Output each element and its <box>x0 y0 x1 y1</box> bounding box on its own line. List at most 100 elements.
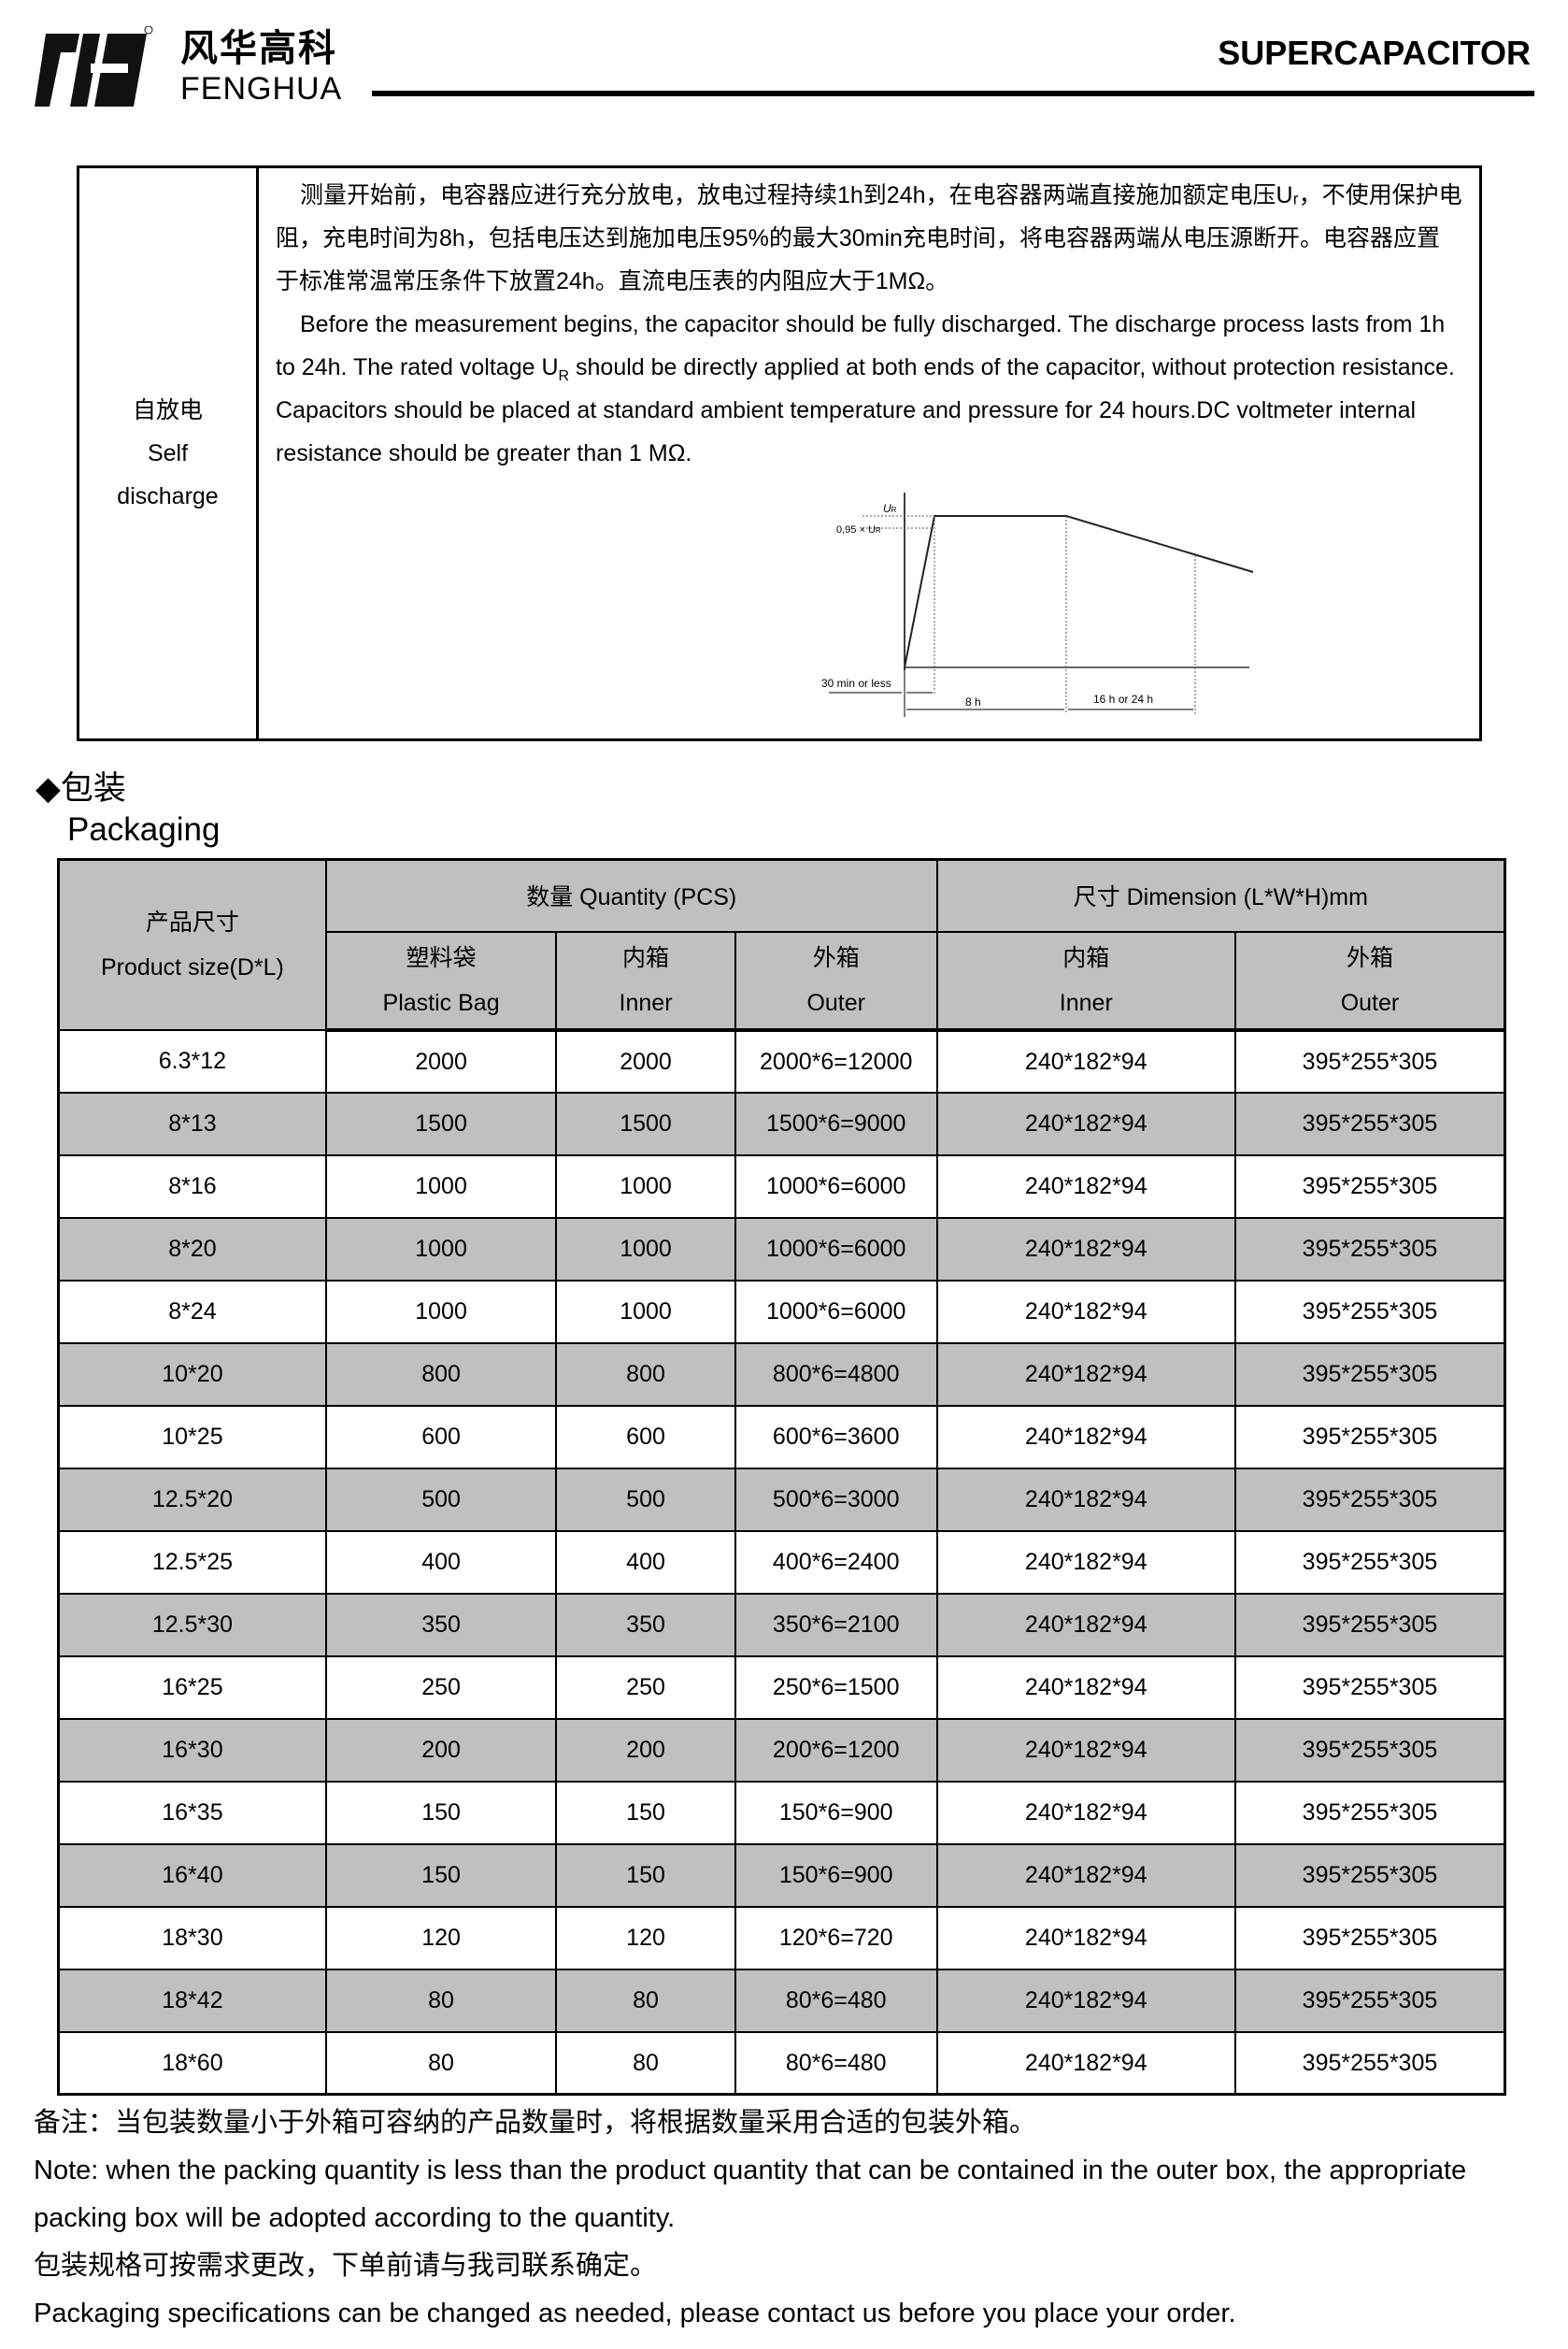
table-row: 18*42 80 80 80*6=480 240*182*94 395*255*305 <box>57 1968 1506 2033</box>
table-cell: 240*182*94 <box>935 2030 1236 2096</box>
self-discharge-description: 测量开始前，电容器应进行充分放电，放电过程持续1h到24h，在电容器两端直接施加… <box>259 168 1479 738</box>
table-cell: 240*182*94 <box>935 1780 1236 1845</box>
table-cell: 395*255*305 <box>1233 1279 1506 1344</box>
table-cell: 600*6=3600 <box>734 1404 938 1469</box>
table-row: 18*60 80 80 80*6=480 240*182*94 395*255*305 <box>57 2030 1506 2096</box>
table-cell: 80*6=480 <box>734 1968 938 2033</box>
table-cell: 2000*6=12000 <box>734 1028 938 1094</box>
table-cell: 800 <box>324 1341 558 1407</box>
self-discharge-table: 自放电 Self discharge 测量开始前，电容器应进行充分放电，放电过程… <box>77 165 1482 741</box>
table-cell: 240*182*94 <box>935 1279 1236 1344</box>
packaging-heading-en: Packaging <box>67 811 221 848</box>
table-cell: 1000 <box>324 1279 558 1344</box>
table-row: 18*30 120 120 120*6=720 240*182*94 395*255*30… <box>57 1905 1506 1970</box>
table-cell: 395*255*305 <box>1233 1968 1506 2033</box>
table-cell: 1000*6=6000 <box>734 1279 938 1344</box>
table-cell: 395*255*305 <box>1233 1216 1506 1282</box>
header-dimension: 尺寸 Dimension (L*W*H)mm <box>935 858 1506 933</box>
header-product-size: 产品尺寸 Product size(D*L) <box>57 858 327 1031</box>
table-cell: 18*30 <box>57 1905 327 1970</box>
spec-note-en: Packaging specifications can be changed … <box>34 2299 1236 2328</box>
table-cell: 80*6=480 <box>734 2030 938 2096</box>
table-cell: 1500 <box>324 1091 558 1156</box>
table-row: 16*25 250 250 250*6=1500 240*182*94 395*255*3… <box>57 1654 1506 1720</box>
table-cell: 240*182*94 <box>935 1404 1236 1469</box>
table-cell: 1500*6=9000 <box>734 1091 938 1156</box>
table-row: 12.5*30 350 350 350*6=2100 240*182*94 395*255… <box>57 1592 1506 1657</box>
label-16h-24h: 16 h or 24 h <box>1093 693 1153 706</box>
table-cell: 500*6=3000 <box>734 1467 938 1532</box>
table-cell: 500 <box>324 1467 558 1532</box>
table-cell: 240*182*94 <box>935 1905 1236 1970</box>
table-cell: 150*6=900 <box>734 1780 938 1845</box>
label-cn: 自放电 <box>132 397 203 423</box>
table-row: 16*30 200 200 200*6=1200 240*182*94 395*255*3… <box>57 1717 1506 1783</box>
table-cell: 500 <box>555 1467 736 1532</box>
header-quantity: 数量 Quantity (PCS) <box>324 858 938 933</box>
table-cell: 150 <box>555 1780 736 1845</box>
table-row: 8*20 1000 1000 1000*6=6000 240*182*94 395*255… <box>57 1216 1506 1282</box>
table-cell: 240*182*94 <box>935 1842 1236 1908</box>
table-cell: 395*255*305 <box>1233 1404 1506 1469</box>
table-cell: 395*255*305 <box>1233 1153 1506 1219</box>
table-cell: 240*182*94 <box>935 1091 1236 1156</box>
note-cn: 备注：当包装数量小于外箱可容纳的产品数量时，将根据数量采用合适的包装外箱。 <box>34 2108 1037 2138</box>
table-cell: 250 <box>555 1654 736 1720</box>
table-cell: 240*182*94 <box>935 1216 1236 1282</box>
table-cell: 240*182*94 <box>935 1028 1236 1094</box>
table-cell: 120 <box>324 1905 558 1970</box>
self-discharge-label: 自放电 Self discharge <box>79 168 259 738</box>
header-qty-outer: 外箱 Outer <box>734 930 938 1032</box>
table-cell: 395*255*305 <box>1233 1467 1506 1532</box>
table-cell: 1500 <box>555 1091 736 1156</box>
table-row: 16*40 150 150 150*6=900 240*182*94 395*255*30… <box>57 1842 1506 1908</box>
table-cell: 800 <box>555 1341 736 1407</box>
table-cell: 350*6=2100 <box>734 1592 938 1657</box>
table-cell: 240*182*94 <box>935 1654 1236 1720</box>
table-cell: 600 <box>555 1404 736 1469</box>
label-ur: UR <box>883 502 897 515</box>
table-cell: 240*182*94 <box>935 1467 1236 1532</box>
document-title: SUPERCAPACITOR <box>1218 34 1531 72</box>
table-cell: 80 <box>555 2030 736 2096</box>
table-cell: 395*255*305 <box>1233 2030 1506 2096</box>
table-cell: 1000 <box>555 1279 736 1344</box>
table-cell: 8*13 <box>57 1091 327 1156</box>
table-cell: 350 <box>555 1592 736 1657</box>
table-cell: 395*255*305 <box>1233 1028 1506 1094</box>
table-cell: 16*40 <box>57 1842 327 1908</box>
table-cell: 10*20 <box>57 1341 327 1407</box>
table-cell: 395*255*305 <box>1233 1592 1506 1657</box>
table-cell: 395*255*305 <box>1233 1842 1506 1908</box>
label-8h: 8 h <box>965 695 981 709</box>
voltage-curve <box>904 515 1254 668</box>
table-cell: 400*6=2400 <box>734 1529 938 1595</box>
label-en-2: discharge <box>117 483 219 509</box>
table-cell: 240*182*94 <box>935 1968 1236 2033</box>
table-cell: 1000 <box>555 1153 736 1219</box>
fenghua-logo <box>35 26 153 107</box>
table-cell: 350 <box>324 1592 558 1657</box>
table-row: 6.3*12 2000 2000 2000*6=12000 240*182*94 395*… <box>57 1028 1506 1094</box>
table-cell: 600 <box>324 1404 558 1469</box>
packaging-heading-cn: ◆包装 <box>36 770 126 807</box>
header-dim-inner: 内箱 Inner <box>935 930 1236 1032</box>
table-cell: 16*25 <box>57 1654 327 1720</box>
header-dim-outer: 外箱 Outer <box>1233 930 1506 1032</box>
table-cell: 240*182*94 <box>935 1529 1236 1595</box>
table-cell: 16*35 <box>57 1780 327 1845</box>
packaging-section: 产品尺寸 Product size(D*L) 数量 Quantity (PCS) … <box>0 858 1568 2338</box>
table-cell: 800*6=4800 <box>734 1341 938 1407</box>
table-cell: 16*30 <box>57 1717 327 1783</box>
spec-note-cn: 包装规格可按需求更改，下单前请与我司联系确定。 <box>34 2251 658 2281</box>
table-cell: 6.3*12 <box>57 1028 327 1094</box>
table-cell: 200 <box>324 1717 558 1783</box>
table-row: 8*24 1000 1000 1000*6=6000 240*182*94 395*255… <box>57 1279 1506 1344</box>
table-row: 8*16 1000 1000 1000*6=6000 240*182*94 395*255… <box>57 1153 1506 1219</box>
note-en-line2: packing box will be adopted according to… <box>34 2203 676 2233</box>
table-cell: 1000 <box>324 1153 558 1219</box>
table-cell: 8*16 <box>57 1153 327 1219</box>
text-part: Before the measurement begins, the capac… <box>276 311 1446 380</box>
table-cell: 2000 <box>324 1028 558 1094</box>
table-row: 12.5*25 400 400 400*6=2400 240*182*94 395*255… <box>57 1529 1506 1595</box>
